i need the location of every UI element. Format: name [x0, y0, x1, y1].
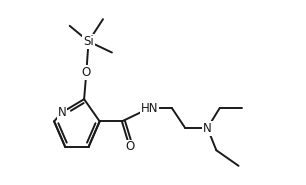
Text: O: O: [125, 140, 134, 153]
Text: HN: HN: [141, 102, 159, 115]
Text: N: N: [203, 122, 212, 134]
Text: N: N: [58, 106, 66, 119]
Text: O: O: [82, 66, 91, 79]
Text: Si: Si: [83, 35, 94, 48]
